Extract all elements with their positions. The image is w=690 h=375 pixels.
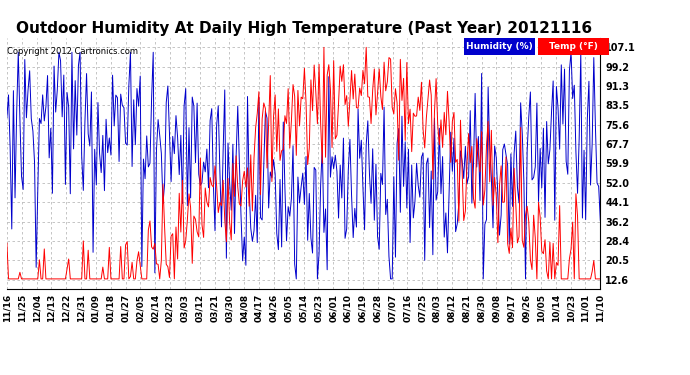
Text: Humidity (%): Humidity (%) [466,42,533,51]
Title: Outdoor Humidity At Daily High Temperature (Past Year) 20121116: Outdoor Humidity At Daily High Temperatu… [16,21,591,36]
Text: Copyright 2012 Cartronics.com: Copyright 2012 Cartronics.com [7,47,138,56]
Text: Temp (°F): Temp (°F) [549,42,598,51]
FancyBboxPatch shape [538,38,609,55]
FancyBboxPatch shape [464,38,535,55]
